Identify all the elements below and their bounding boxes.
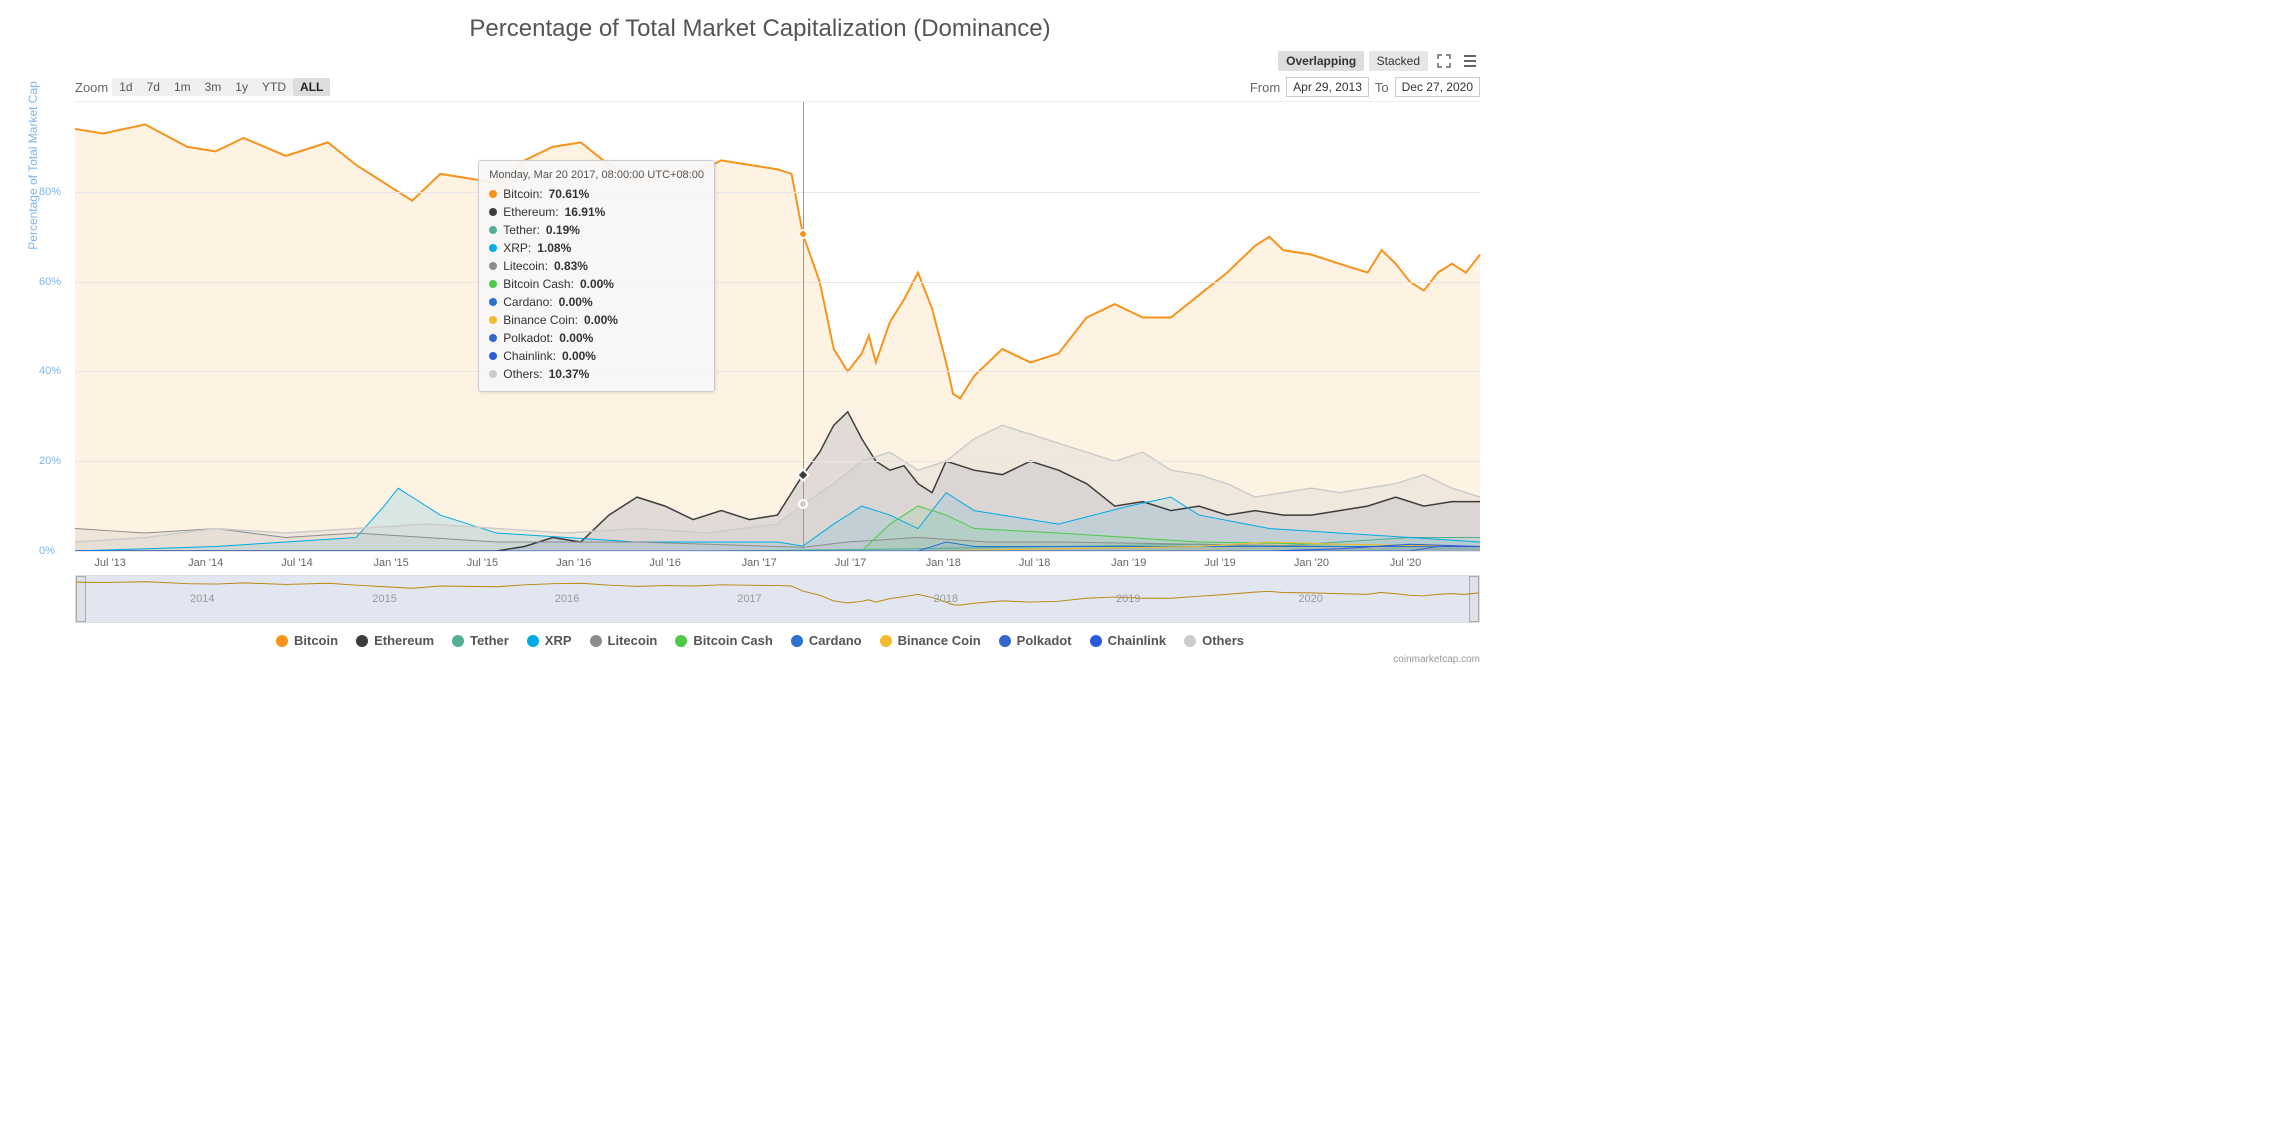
x-tick: Jan '18 xyxy=(926,557,961,569)
tooltip: Monday, Mar 20 2017, 08:00:00 UTC+08:00B… xyxy=(478,160,715,392)
legend-dot xyxy=(1184,635,1196,647)
legend-dot xyxy=(452,635,464,647)
legend-dot xyxy=(356,635,368,647)
gridline xyxy=(75,371,1480,372)
legend-item-binance-coin[interactable]: Binance Coin xyxy=(880,633,981,648)
y-tick: 0% xyxy=(39,545,55,557)
legend-label: Litecoin xyxy=(608,633,658,648)
zoom-ALL[interactable]: ALL xyxy=(293,78,330,96)
nav-year: 2014 xyxy=(190,593,214,605)
legend-item-others[interactable]: Others xyxy=(1184,633,1244,648)
x-tick: Jan '14 xyxy=(188,557,223,569)
x-tick: Jan '16 xyxy=(556,557,591,569)
legend-label: Cardano xyxy=(809,633,862,648)
zoom-label: Zoom xyxy=(75,80,108,95)
legend-item-ethereum[interactable]: Ethereum xyxy=(356,633,434,648)
menu-icon[interactable] xyxy=(1460,51,1480,71)
legend-label: Others xyxy=(1202,633,1244,648)
legend-item-cardano[interactable]: Cardano xyxy=(791,633,862,648)
y-tick: 60% xyxy=(39,276,61,288)
legend-dot xyxy=(590,635,602,647)
x-tick: Jul '14 xyxy=(281,557,312,569)
navigator[interactable]: 2014 2015 2016 2017 2018 2019 2020 xyxy=(75,575,1480,623)
top-controls: Overlapping Stacked xyxy=(20,51,1500,71)
hover-marker xyxy=(798,229,808,239)
crosshair xyxy=(803,102,804,551)
legend-item-bitcoin[interactable]: Bitcoin xyxy=(276,633,338,648)
x-tick: Jul '19 xyxy=(1204,557,1235,569)
x-tick: Jul '18 xyxy=(1019,557,1050,569)
zoom-3m[interactable]: 3m xyxy=(198,78,229,96)
legend-label: Bitcoin xyxy=(294,633,338,648)
gridline xyxy=(75,282,1480,283)
zoom-1m[interactable]: 1m xyxy=(167,78,198,96)
legend-item-xrp[interactable]: XRP xyxy=(527,633,572,648)
x-tick: Jan '20 xyxy=(1294,557,1329,569)
legend-dot xyxy=(880,635,892,647)
x-tick: Jan '17 xyxy=(742,557,777,569)
gridline xyxy=(75,551,1480,552)
legend-label: Polkadot xyxy=(1017,633,1072,648)
overlapping-button[interactable]: Overlapping xyxy=(1278,51,1364,71)
legend-label: Bitcoin Cash xyxy=(693,633,772,648)
y-tick: 40% xyxy=(39,365,61,377)
x-tick: Jul '15 xyxy=(467,557,498,569)
legend-dot xyxy=(791,635,803,647)
zoom-1y[interactable]: 1y xyxy=(228,78,255,96)
fullscreen-icon[interactable] xyxy=(1434,51,1454,71)
legend-item-litecoin[interactable]: Litecoin xyxy=(590,633,658,648)
legend-label: Binance Coin xyxy=(898,633,981,648)
legend-item-tether[interactable]: Tether xyxy=(452,633,509,648)
y-axis-label: Percentage of Total Market Cap xyxy=(26,81,40,250)
legend-label: Chainlink xyxy=(1108,633,1167,648)
gridline xyxy=(75,461,1480,462)
gridline xyxy=(75,192,1480,193)
mode-toggle: Overlapping Stacked xyxy=(1278,51,1428,71)
legend-dot xyxy=(527,635,539,647)
legend-label: Ethereum xyxy=(374,633,434,648)
legend-item-polkadot[interactable]: Polkadot xyxy=(999,633,1072,648)
chart-plot[interactable]: Percentage of Total Market Cap 0%20%40%6… xyxy=(75,101,1480,551)
zoom-group: Zoom 1d7d1m3m1yYTDALL xyxy=(75,78,330,96)
credit-label: coinmarketcap.com xyxy=(20,654,1500,665)
zoom-1d[interactable]: 1d xyxy=(112,78,139,96)
x-tick: Jan '15 xyxy=(374,557,409,569)
to-date-input[interactable]: Dec 27, 2020 xyxy=(1395,77,1480,97)
from-date-input[interactable]: Apr 29, 2013 xyxy=(1286,77,1369,97)
zoom-7d[interactable]: 7d xyxy=(140,78,167,96)
y-tick: 20% xyxy=(39,455,61,467)
legend-dot xyxy=(999,635,1011,647)
legend: Bitcoin Ethereum Tether XRP Litecoin Bitcoin … xyxy=(20,633,1500,648)
to-label: To xyxy=(1375,80,1389,95)
y-tick: 80% xyxy=(39,186,61,198)
nav-year: 2020 xyxy=(1298,593,1322,605)
legend-label: Tether xyxy=(470,633,509,648)
x-tick: Jul '16 xyxy=(649,557,680,569)
x-tick: Jan '19 xyxy=(1111,557,1146,569)
legend-dot xyxy=(276,635,288,647)
date-range: From Apr 29, 2013 To Dec 27, 2020 xyxy=(1250,77,1480,97)
nav-year: 2016 xyxy=(555,593,579,605)
stacked-button[interactable]: Stacked xyxy=(1369,51,1428,71)
x-tick: Jul '17 xyxy=(835,557,866,569)
nav-year: 2015 xyxy=(372,593,396,605)
legend-dot xyxy=(675,635,687,647)
legend-label: XRP xyxy=(545,633,572,648)
zoom-YTD[interactable]: YTD xyxy=(255,78,293,96)
legend-dot xyxy=(1090,635,1102,647)
legend-item-chainlink[interactable]: Chainlink xyxy=(1090,633,1167,648)
range-controls: Zoom 1d7d1m3m1yYTDALL From Apr 29, 2013 … xyxy=(20,77,1500,97)
x-tick: Jul '13 xyxy=(94,557,125,569)
nav-year: 2019 xyxy=(1116,593,1140,605)
chart-title: Percentage of Total Market Capitalizatio… xyxy=(20,15,1500,43)
x-tick: Jul '20 xyxy=(1390,557,1421,569)
nav-year: 2018 xyxy=(934,593,958,605)
hover-marker xyxy=(798,499,808,509)
nav-year: 2017 xyxy=(737,593,761,605)
legend-item-bitcoin-cash[interactable]: Bitcoin Cash xyxy=(675,633,772,648)
from-label: From xyxy=(1250,80,1280,95)
